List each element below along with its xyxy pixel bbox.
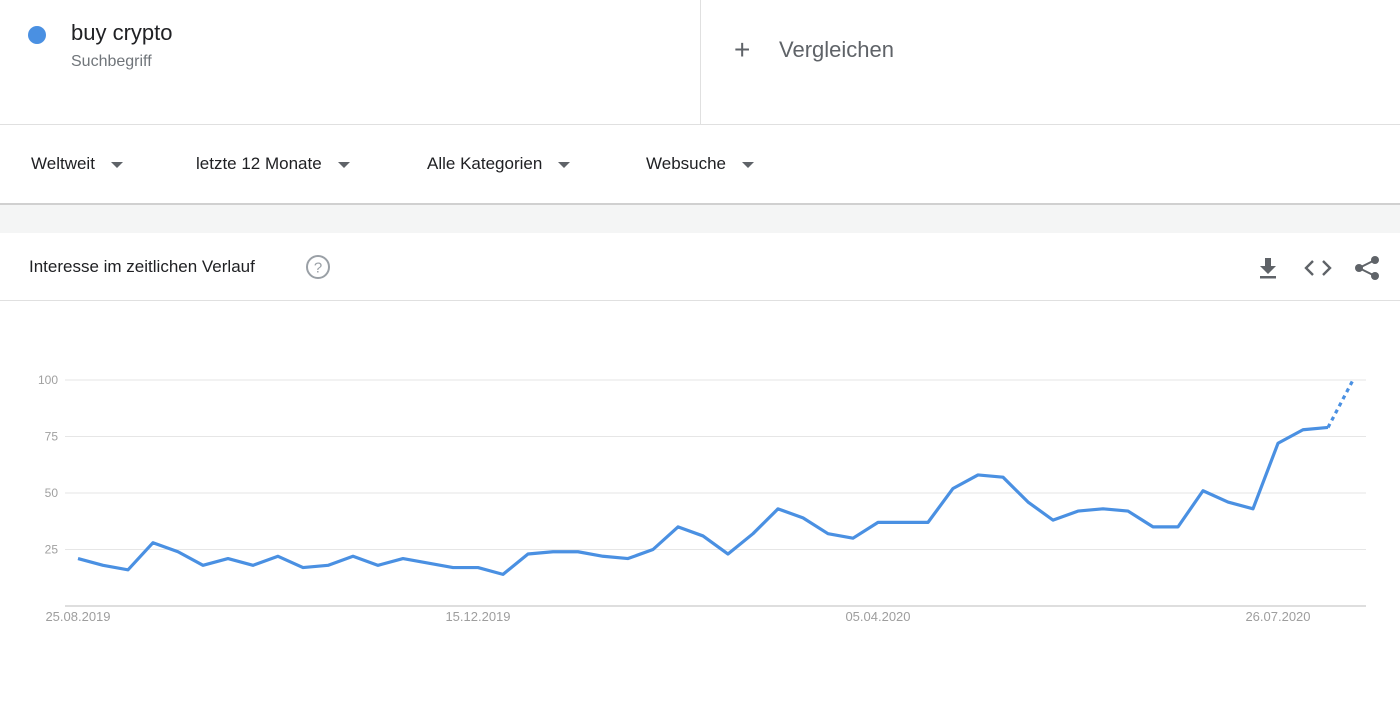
line-partial xyxy=(1326,379,1355,429)
y-tick-label: 100 xyxy=(38,373,58,387)
share-icon[interactable] xyxy=(1355,256,1379,280)
filter[interactable]: letzte 12 Monate xyxy=(196,154,350,174)
download-icon[interactable] xyxy=(1260,258,1276,279)
term-type: Suchbegriff xyxy=(71,53,152,70)
x-tick-label: 05.04.2020 xyxy=(845,609,910,624)
y-tick-label: 25 xyxy=(45,543,59,557)
filter[interactable]: Websuche xyxy=(646,154,754,174)
gray-band xyxy=(0,205,1400,233)
card-actions xyxy=(1260,256,1379,280)
plus-icon[interactable]: + xyxy=(734,34,751,65)
filter-bar: Weltweit letzte 12 Monate Alle Kategorie… xyxy=(0,125,1400,205)
line xyxy=(77,425,1329,576)
embed-icon[interactable] xyxy=(1304,260,1332,276)
divider xyxy=(700,0,701,124)
x-tick-label: 25.08.2019 xyxy=(45,609,110,624)
y-tick-label: 50 xyxy=(45,486,59,500)
compare-button[interactable]: Vergleichen xyxy=(779,37,894,62)
rule xyxy=(0,300,1400,301)
x-tick-label: 15.12.2019 xyxy=(445,609,510,624)
help-icon[interactable]: ? xyxy=(304,253,332,281)
filter[interactable]: Alle Kategorien xyxy=(427,154,570,174)
x-tick-label: 26.07.2020 xyxy=(1245,609,1310,624)
card-title: Interesse im zeitlichen Verlauf xyxy=(29,257,255,276)
svg-text:?: ? xyxy=(314,260,322,277)
filter[interactable]: Weltweit xyxy=(31,154,123,174)
search-term[interactable]: buy crypto xyxy=(71,20,173,45)
y-tick-label: 75 xyxy=(45,430,59,444)
search-header xyxy=(0,0,1400,125)
series-dot xyxy=(28,26,46,44)
